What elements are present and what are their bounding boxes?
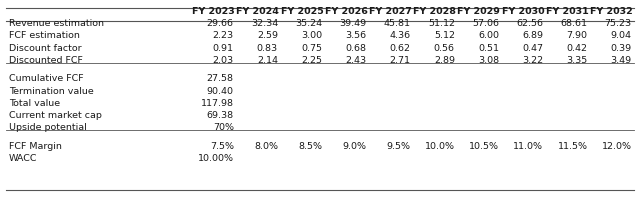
Text: FCF estimation: FCF estimation — [9, 31, 80, 40]
Text: 2.89: 2.89 — [434, 56, 455, 65]
Text: 2.14: 2.14 — [257, 56, 278, 65]
Text: 0.51: 0.51 — [478, 44, 499, 53]
Text: 2.59: 2.59 — [257, 31, 278, 40]
Text: FY 2028: FY 2028 — [413, 7, 456, 16]
Text: 75.23: 75.23 — [605, 19, 632, 28]
Text: FY 2029: FY 2029 — [458, 7, 500, 16]
Text: 62.56: 62.56 — [516, 19, 543, 28]
Text: 0.56: 0.56 — [434, 44, 455, 53]
Text: 9.0%: 9.0% — [342, 142, 367, 151]
Text: Discount factor: Discount factor — [9, 44, 81, 53]
Text: 39.49: 39.49 — [339, 19, 367, 28]
Text: 10.5%: 10.5% — [469, 142, 499, 151]
Text: 7.90: 7.90 — [566, 31, 588, 40]
Text: 3.56: 3.56 — [346, 31, 367, 40]
Text: FY 2025: FY 2025 — [280, 7, 323, 16]
Text: Current market cap: Current market cap — [9, 111, 102, 120]
Text: 11.0%: 11.0% — [513, 142, 543, 151]
Text: WACC: WACC — [9, 154, 37, 163]
Text: 2.03: 2.03 — [212, 56, 234, 65]
Text: 68.61: 68.61 — [561, 19, 588, 28]
Text: 3.49: 3.49 — [611, 56, 632, 65]
Text: 0.39: 0.39 — [611, 44, 632, 53]
Text: 7.5%: 7.5% — [210, 142, 234, 151]
Text: 0.47: 0.47 — [522, 44, 543, 53]
Text: 0.42: 0.42 — [566, 44, 588, 53]
Text: 4.36: 4.36 — [390, 31, 411, 40]
Text: 35.24: 35.24 — [295, 19, 322, 28]
Text: 2.71: 2.71 — [390, 56, 411, 65]
Text: FY 2031: FY 2031 — [546, 7, 589, 16]
Text: FY 2027: FY 2027 — [369, 7, 412, 16]
Text: 3.08: 3.08 — [478, 56, 499, 65]
Text: 6.89: 6.89 — [522, 31, 543, 40]
Text: Cumulative FCF: Cumulative FCF — [9, 74, 84, 83]
Text: 6.00: 6.00 — [478, 31, 499, 40]
Text: FY 2023: FY 2023 — [192, 7, 235, 16]
Text: 11.5%: 11.5% — [557, 142, 588, 151]
Text: 69.38: 69.38 — [207, 111, 234, 120]
Text: Discounted FCF: Discounted FCF — [9, 56, 83, 65]
Text: 27.58: 27.58 — [207, 74, 234, 83]
Text: FY 2030: FY 2030 — [502, 7, 545, 16]
Text: FCF Margin: FCF Margin — [9, 142, 62, 151]
Text: 57.06: 57.06 — [472, 19, 499, 28]
Text: 117.98: 117.98 — [201, 99, 234, 108]
Text: 32.34: 32.34 — [251, 19, 278, 28]
Text: 51.12: 51.12 — [428, 19, 455, 28]
Text: 0.91: 0.91 — [212, 44, 234, 53]
Text: Total value: Total value — [9, 99, 60, 108]
Text: 9.04: 9.04 — [611, 31, 632, 40]
Text: 9.5%: 9.5% — [387, 142, 411, 151]
Text: 5.12: 5.12 — [434, 31, 455, 40]
Text: FY 2032: FY 2032 — [590, 7, 633, 16]
Text: 0.68: 0.68 — [346, 44, 367, 53]
Text: FY 2026: FY 2026 — [324, 7, 367, 16]
Text: 2.23: 2.23 — [212, 31, 234, 40]
Text: 45.81: 45.81 — [383, 19, 411, 28]
Text: 12.0%: 12.0% — [602, 142, 632, 151]
Text: FY 2024: FY 2024 — [236, 7, 279, 16]
Text: 0.75: 0.75 — [301, 44, 322, 53]
Text: 0.83: 0.83 — [257, 44, 278, 53]
Text: 29.66: 29.66 — [207, 19, 234, 28]
Text: 0.62: 0.62 — [390, 44, 411, 53]
Text: 8.0%: 8.0% — [254, 142, 278, 151]
Text: 10.0%: 10.0% — [425, 142, 455, 151]
Text: 2.25: 2.25 — [301, 56, 322, 65]
Text: 3.22: 3.22 — [522, 56, 543, 65]
Text: 70%: 70% — [212, 123, 234, 132]
Text: 90.40: 90.40 — [207, 87, 234, 95]
Text: 3.35: 3.35 — [566, 56, 588, 65]
Text: Upside potential: Upside potential — [9, 123, 86, 132]
Text: Termination value: Termination value — [9, 87, 93, 95]
Text: 8.5%: 8.5% — [298, 142, 322, 151]
Text: 10.00%: 10.00% — [198, 154, 234, 163]
Text: 3.00: 3.00 — [301, 31, 322, 40]
Text: Revenue estimation: Revenue estimation — [9, 19, 104, 28]
Text: 2.43: 2.43 — [346, 56, 367, 65]
